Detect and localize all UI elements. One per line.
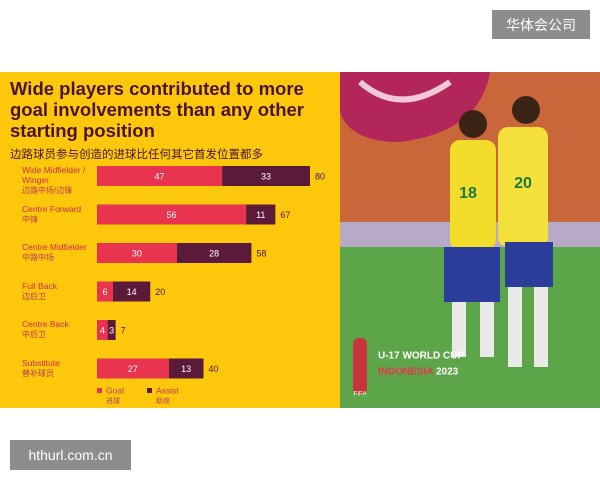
- bar-segment: [107, 320, 116, 340]
- watermark: 华体会公司: [492, 10, 590, 39]
- category-label-en: Substitute: [22, 357, 60, 368]
- logo-shape: [340, 72, 490, 142]
- chart-subtitle: 边路球员参与创造的进球比任何其它首发位置都多: [10, 149, 263, 161]
- bar-segment: [97, 281, 113, 302]
- bar-segment: [222, 166, 310, 186]
- year: 2023: [436, 367, 459, 378]
- category-label-zh: 边路中场/边锋: [22, 186, 73, 195]
- badge: FIFA: [354, 392, 367, 398]
- category-label: Full Back 边后卫: [22, 281, 102, 302]
- photo: 18 20 U-17 WORLD CUP INDONESIA 2023 FIFA: [340, 72, 600, 408]
- category-label-zh: 替补球员: [22, 368, 54, 378]
- value-label: 11: [256, 210, 265, 220]
- total-label: 80: [315, 171, 325, 181]
- category-label: Wide Midfielder / Winger 边路中场/边锋: [22, 165, 102, 196]
- value-label: 30: [132, 248, 142, 258]
- bar-segment: [97, 243, 177, 263]
- bar-segment: [97, 358, 169, 379]
- category-label-en: Centre Midfielder: [22, 242, 87, 252]
- legend-swatch: [147, 388, 152, 393]
- value-label: 28: [209, 248, 219, 258]
- legend-label: Assist: [156, 385, 179, 395]
- jersey-number: 20: [514, 175, 532, 192]
- category-label: Centre Midfielder 中路中场: [22, 242, 102, 263]
- bar-segment: [112, 281, 151, 302]
- legend-label-zh: 进球: [106, 396, 120, 405]
- jersey-number: 18: [459, 185, 477, 202]
- total-label: 20: [155, 287, 165, 297]
- value-label: 4: [100, 325, 105, 335]
- player: [498, 96, 553, 367]
- bar-segment: [97, 320, 108, 340]
- category-label-zh: 边后卫: [22, 291, 46, 301]
- value-label: 6: [102, 287, 107, 297]
- watermark: hthurl.com.cn: [10, 440, 131, 470]
- trophy: [353, 338, 367, 394]
- value-label: 27: [128, 364, 138, 374]
- event-name: U-17 WORLD CUP: [378, 351, 464, 362]
- bar-segment: [97, 204, 247, 225]
- bar-segment: [176, 243, 252, 263]
- total-label: 40: [209, 364, 219, 374]
- legend-label: Goal: [106, 385, 124, 395]
- category-label: Substitute 替补球员: [22, 358, 102, 379]
- value-label: 14: [127, 287, 137, 297]
- category-label-en: Full Back: [22, 280, 57, 291]
- category-label: Centre Back 中后卫: [22, 319, 102, 340]
- logo-shape: [358, 79, 452, 103]
- chart-title: Wide players contributed to more goal in…: [10, 78, 305, 141]
- value-label: 33: [261, 171, 271, 181]
- category-label-zh: 中后卫: [22, 330, 46, 339]
- value-label: 3: [109, 325, 114, 335]
- total-label: 58: [256, 248, 266, 258]
- total-label: 7: [121, 325, 126, 335]
- category-label-en: Centre Back: [22, 319, 69, 329]
- host-name: INDONESIA: [378, 367, 434, 378]
- total-label: 67: [280, 210, 290, 220]
- category-label-en: Wide Midfielder / Winger: [22, 165, 86, 185]
- category-label: Centre Forward 中锋: [22, 204, 102, 225]
- bar-segment: [246, 204, 276, 225]
- legend-label-zh: 助攻: [156, 396, 170, 405]
- bar-segment: [168, 358, 204, 379]
- category-label-zh: 中锋: [22, 214, 38, 224]
- category-label-en: Centre Forward: [22, 203, 82, 214]
- chart-panel: [0, 72, 340, 408]
- player: [444, 110, 500, 357]
- category-label-zh: 中路中场: [22, 253, 54, 262]
- legend-swatch: [97, 388, 102, 393]
- value-label: 47: [155, 171, 165, 181]
- value-label: 56: [167, 210, 177, 220]
- value-label: 13: [181, 364, 191, 374]
- bar-segment: [97, 166, 223, 186]
